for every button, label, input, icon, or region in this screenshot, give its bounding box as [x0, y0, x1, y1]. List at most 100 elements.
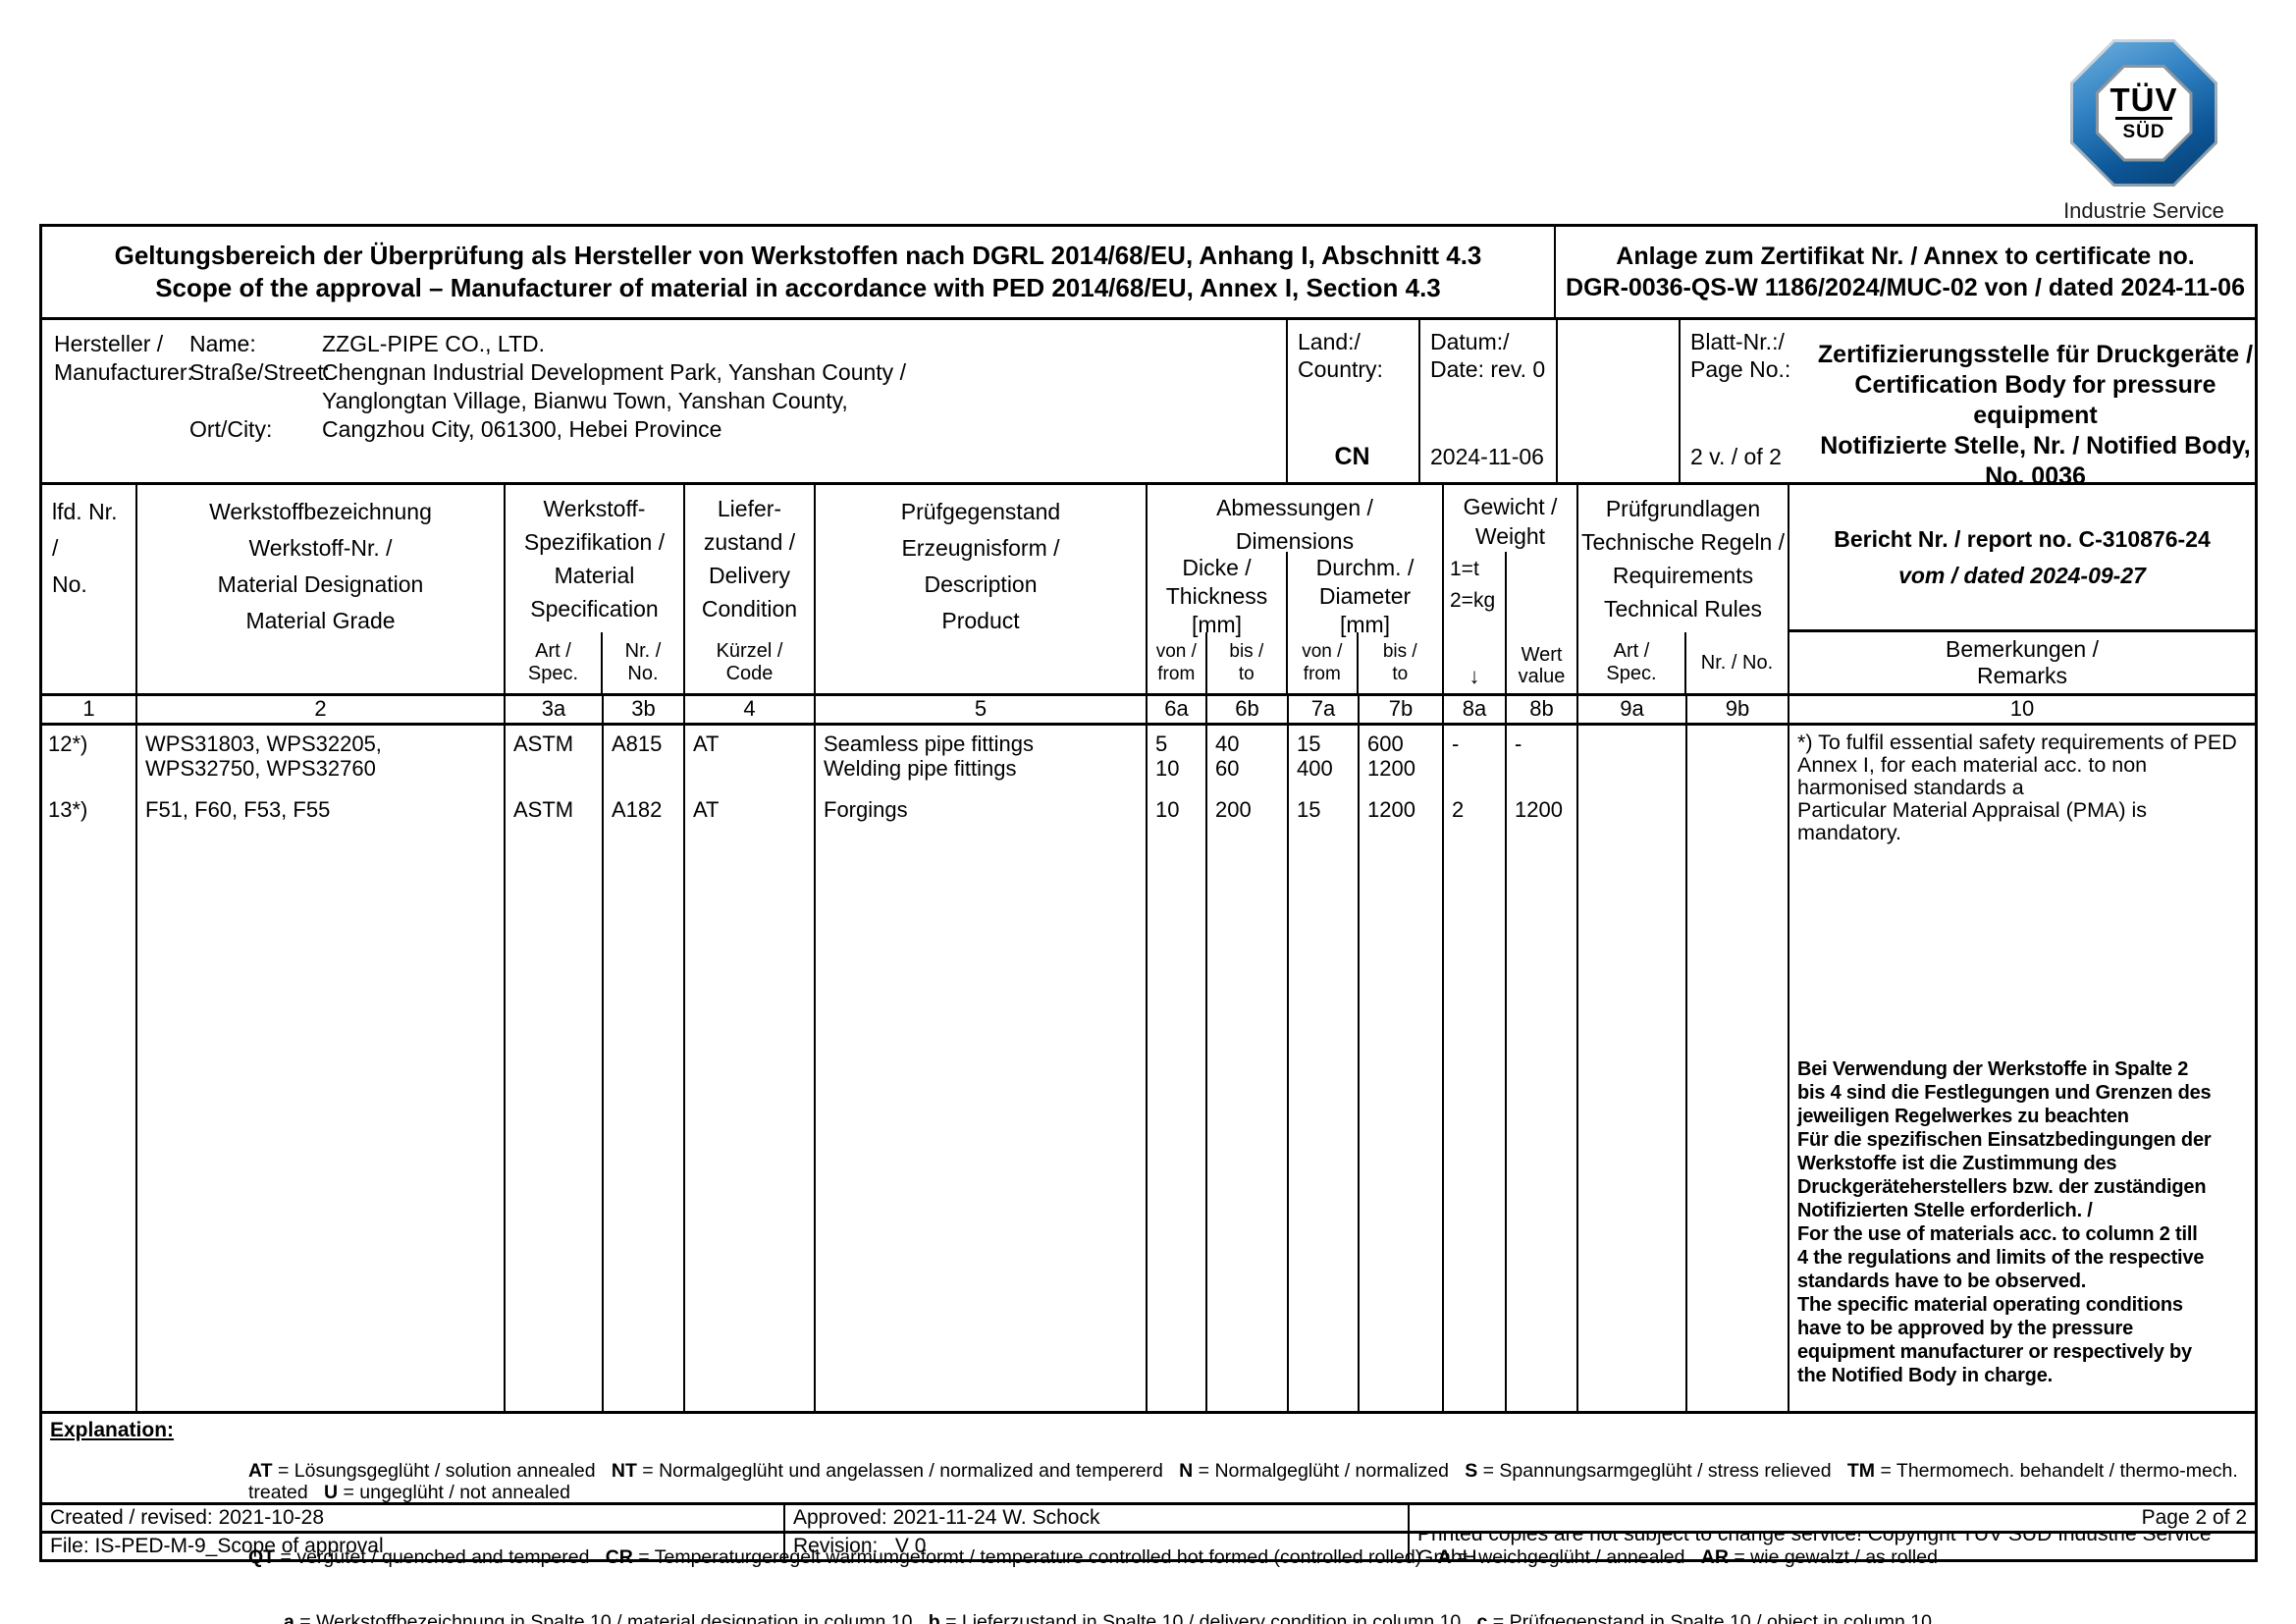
manufacturer-band: Hersteller / Manufacturer: Name: Straße/… [42, 320, 2255, 490]
divider [1679, 320, 1681, 482]
sheet-value: 2 v. / of 2 [1690, 444, 1782, 469]
col-num-4: 4 [685, 696, 816, 723]
remarks-footnote: *) To fulfil essential safety requiremen… [1797, 731, 2237, 844]
header-thickness-unit: [mm] [1191, 612, 1243, 637]
row1-weight-unit: - [1452, 731, 1460, 756]
header-rules-art: Art / Spec. [1578, 632, 1686, 693]
data-col-weight-value: - 1200 [1507, 726, 1578, 1411]
header-weight-value-cell: Wert value [1507, 552, 1576, 693]
explanation-section: Explanation: AT = Lösungsgeglüht / solut… [42, 1411, 2255, 1624]
data-col-thickness-from: 5 10 10 [1148, 726, 1207, 1411]
footer-created: Created / revised: 2021-10-28 [42, 1505, 785, 1531]
explanation-line-2: QT = vergütet / quenched and tempered CR… [248, 1546, 1938, 1568]
header-dimensions-label: Abmessungen / Dimensions [1216, 495, 1373, 554]
manufacturer-role-label: Hersteller / Manufacturer: [54, 331, 193, 385]
col-num-5: 5 [816, 696, 1148, 723]
data-col-diameter-from: 15 400 15 [1289, 726, 1360, 1411]
remarks-usage-note: Bei Verwendung der Werkstoffe in Spalte … [1797, 1058, 2212, 1386]
explanation-label: Explanation: [50, 1419, 175, 1441]
header-weight-label: Gewicht / Weight [1463, 494, 1558, 549]
header-rules-no: Nr. / No. [1700, 651, 1774, 674]
logo-subtitle: Industrie Service [2063, 198, 2224, 223]
col-num-6a: 6a [1148, 696, 1207, 723]
header-spec-art: Art / Spec. [506, 632, 603, 693]
data-col-no: 12*) 13*) [42, 726, 137, 1411]
header-col-designation: Werkstoffbezeichnung Werkstoff-Nr. / Mat… [137, 485, 506, 693]
row1-thickness-from: 5 10 [1155, 731, 1180, 781]
col-num-1: 1 [42, 696, 137, 723]
row1-code: AT [693, 731, 720, 756]
footer-row-revision-info: Created / revised: 2021-10-28 Approved: … [42, 1502, 2255, 1531]
col-num-3a: 3a [506, 696, 604, 723]
title-band: Geltungsbereich der Überprüfung als Hers… [42, 227, 2255, 320]
logo-octagon-ring: TÜV SÜD [2095, 64, 2193, 162]
certificate-document: Geltungsbereich der Überprüfung als Hers… [39, 224, 2258, 1624]
logo-octagon-rim: TÜV SÜD [2070, 39, 2217, 187]
header-weight-units: 1=t 2=kg [1450, 558, 1496, 612]
explanation-line-3: a = Werkstoffbezeichnung in Spalte 10 / … [284, 1611, 1932, 1624]
row2-weight-unit: 2 [1452, 797, 1465, 822]
header-diameter-label: Durchm. / Diameter [1315, 555, 1415, 609]
row1-spec-no: A815 [612, 731, 663, 756]
data-col-remarks: *) To fulfil essential safety requiremen… [1789, 726, 2255, 1411]
date-value: 2024-11-06 [1430, 444, 1544, 469]
data-col-rules-no [1687, 726, 1789, 1411]
row2-thickness-from: 10 [1155, 797, 1180, 822]
header-delivery-code: Kürzel / Code [716, 640, 783, 684]
row1-thickness-to: 40 60 [1215, 731, 1240, 781]
header-remarks-label: Bemerkungen / Remarks [1946, 636, 2099, 688]
col-num-2: 2 [137, 696, 506, 723]
col-num-8b: 8b [1507, 696, 1578, 723]
country-value: CN [1334, 443, 1370, 470]
row2-spec-no: A182 [612, 797, 663, 822]
header-col-weight: Gewicht / Weight 1=t 2=kg ↓ Wert value [1444, 485, 1578, 693]
data-col-designation: WPS31803, WPS32205, WPS32750, WPS32760 F… [137, 726, 506, 1411]
col-num-9b: 9b [1687, 696, 1789, 723]
data-col-code: AT AT [685, 726, 816, 1411]
row2-designation: F51, F60, F53, F55 [145, 797, 331, 822]
certification-body: Zertifizierungsstelle für Druckgeräte / … [1817, 341, 2254, 490]
col-num-3b: 3b [604, 696, 685, 723]
data-col-diameter-to: 600 1200 1200 [1360, 726, 1444, 1411]
logo-octagon-inner: TÜV SÜD [2098, 67, 2190, 159]
row2-spec-art: ASTM [513, 797, 574, 822]
header-diameter-unit: [mm] [1339, 612, 1391, 637]
annex-label: Anlage zum Zertifikat Nr. / Annex to cer… [1616, 243, 2195, 270]
row1-no: 12*) [48, 731, 88, 756]
header-col-spec: Werkstoff- Spezifikation / Material Spec… [506, 485, 685, 693]
data-col-spec-art: ASTM ASTM [506, 726, 604, 1411]
header-thickness: Dicke / Thickness [mm] [1148, 552, 1289, 637]
row2-no: 13*) [48, 797, 88, 822]
header-designation-label: Werkstoffbezeichnung Werkstoff-Nr. / Mat… [209, 499, 432, 633]
explanation-lines: AT = Lösungsgeglüht / solution annealed … [248, 1417, 2249, 1624]
footer-revision: Revision: V 0 [785, 1534, 1410, 1559]
header-weight-value: Wert value [1518, 644, 1566, 687]
row1-diameter-to: 600 1200 [1367, 731, 1415, 781]
divider [1418, 320, 1420, 482]
footer-file: File: IS-PED-M-9_Scope of approval [42, 1534, 785, 1559]
annex-number: DGR-0036-QS-W 1186/2024/MUC-02 von / dat… [1566, 274, 2245, 301]
col-num-6b: 6b [1207, 696, 1289, 723]
date-label: Datum:/ Date: rev. 0 [1430, 329, 1546, 382]
header-col-rules: Prüfgrundlagen Technische Regeln / Requi… [1578, 485, 1789, 693]
manufacturer-field-labels: Name: Straße/Street: Ort/City: [189, 331, 331, 442]
annex-title-cell: Anlage zum Zertifikat Nr. / Annex to cer… [1556, 227, 2255, 317]
logo-octagon-blue: TÜV SÜD [2073, 42, 2215, 184]
row1-weight-value: - [1515, 731, 1522, 756]
logo-divider [2115, 116, 2172, 120]
header-col-remarks: Bericht Nr. / report no. C-310876-24 vom… [1789, 485, 2255, 693]
row1-product: Seamless pipe fittings Welding pipe fitt… [824, 731, 1034, 781]
col-num-9a: 9a [1578, 696, 1687, 723]
divider [1286, 320, 1288, 482]
data-col-rules-art [1578, 726, 1687, 1411]
col-num-8a: 8a [1444, 696, 1507, 723]
footer-page: Page 2 of 2 [2141, 1506, 2247, 1529]
row2-code: AT [693, 797, 720, 822]
header-no-label: lfd. Nr. / No. [52, 499, 118, 597]
report-box: Bericht Nr. / report no. C-310876-24 vom… [1789, 485, 2255, 632]
header-diameter: Durchm. / Diameter [mm] [1288, 552, 1442, 637]
header-spec-no: Nr. / No. [624, 640, 662, 684]
data-col-weight-unit: - 2 [1444, 726, 1507, 1411]
header-7a-from: von / from [1288, 632, 1359, 693]
scope-title-de: Geltungsbereich der Überprüfung als Hers… [114, 241, 1482, 270]
